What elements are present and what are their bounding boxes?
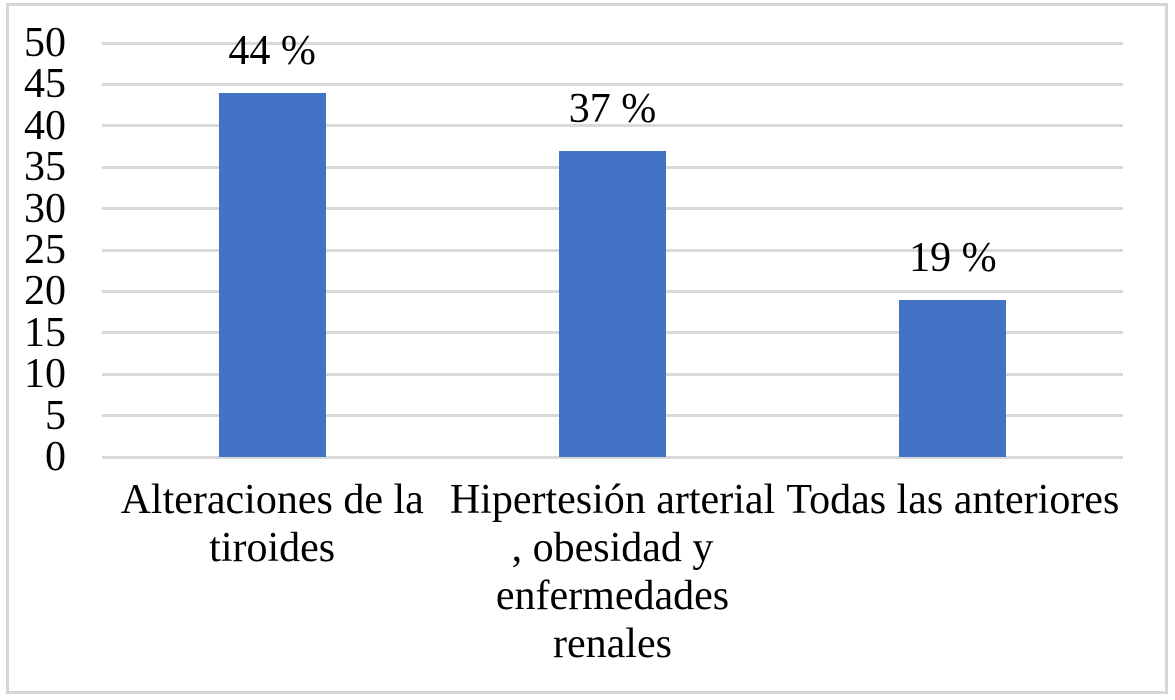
y-tick-label: 0 [45, 434, 66, 480]
bar [899, 299, 1007, 457]
category-label: Todas las anteriores [703, 476, 1175, 524]
y-tick-label: 30 [24, 185, 66, 232]
gridline [102, 124, 1123, 128]
y-tick-label: 20 [24, 268, 66, 315]
y-tick-label: 45 [24, 61, 66, 108]
category-label: Alteraciones de la tiroides [22, 476, 522, 572]
y-tick-label: 35 [24, 144, 66, 191]
y-tick-label: 5 [45, 392, 66, 439]
category-label-line: renales [553, 621, 672, 667]
y-tick-label: 50 [24, 20, 66, 66]
y-axis-labels: 0 5 10 15 20 25 30 35 40 45 50 [0, 20, 66, 480]
category-label-line: Hipertesión arterial [449, 477, 776, 523]
plot-area: 44 % 37 % 19 % [102, 28, 1123, 459]
category-label-line: tiroides [209, 525, 336, 571]
bar [559, 150, 666, 457]
x-axis-labels: Alteraciones de la tiroides Hipertesión ar… [102, 476, 1123, 676]
bar-data-label: 37 % [568, 85, 657, 132]
bar [218, 92, 326, 457]
category-label-line: enfermedades [495, 573, 730, 619]
gridline [102, 455, 1123, 459]
y-tick-label: 10 [24, 351, 66, 398]
category-label-line: Todas las anteriores [786, 477, 1120, 523]
y-tick-label: 40 [24, 102, 66, 149]
gridline [102, 82, 1123, 86]
y-tick-label: 25 [24, 227, 66, 273]
bar-data-label: 44 % [228, 27, 316, 74]
y-tick-label: 15 [24, 309, 66, 356]
gridline [102, 41, 1123, 45]
category-label-line: Alteraciones de la [120, 477, 424, 523]
bar-data-label: 19 % [909, 234, 997, 281]
category-label-line: , obesidad y [511, 525, 714, 571]
category-label: Hipertesión arterial, obesidad y enfermed… [363, 476, 863, 668]
